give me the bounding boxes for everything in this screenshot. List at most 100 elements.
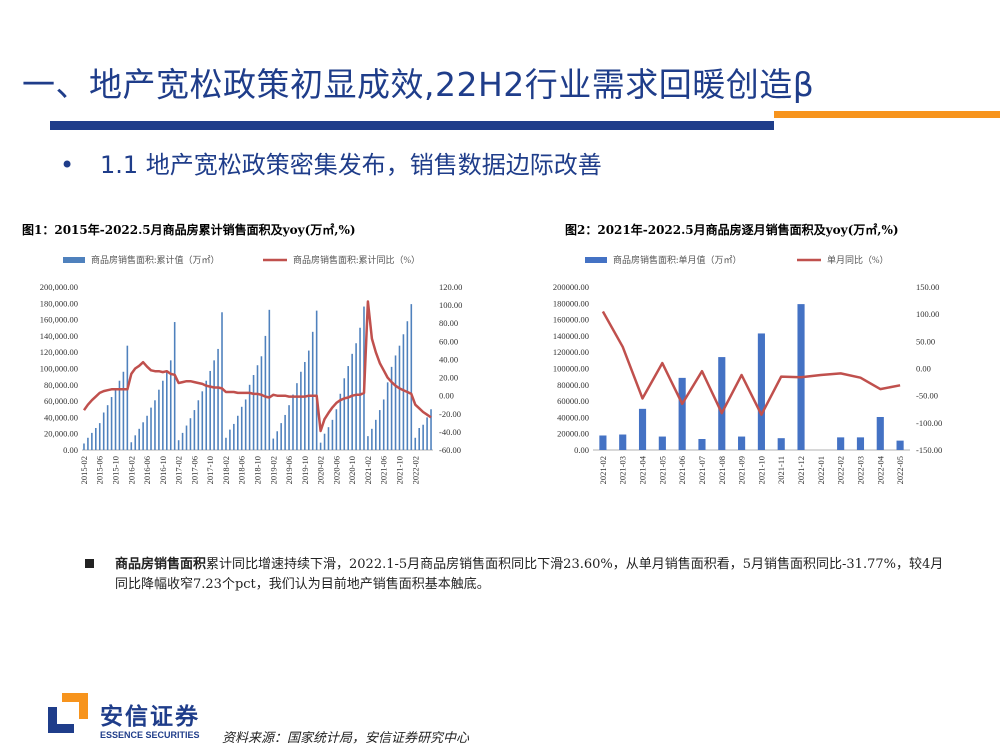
x-axis-tick-label: 2021-11	[776, 456, 786, 484]
x-axis-tick-label: 2021-06	[379, 456, 389, 484]
logo-mark-icon	[48, 693, 88, 733]
x-axis-tick-label: 2020-06	[331, 456, 341, 484]
x-axis-tick-label: 2021-05	[657, 456, 667, 484]
y-axis-tick-label: 80,000.00	[44, 380, 78, 390]
bar	[288, 405, 290, 450]
y-axis-tick-label: 0.00	[574, 445, 589, 455]
x-axis-tick-label: 2021-04	[638, 455, 648, 484]
x-axis-tick-label: 2017-10	[205, 456, 215, 484]
y2-axis-tick-label: 80.00	[439, 318, 458, 328]
x-axis-tick-label: 2016-10	[158, 456, 168, 484]
bar	[738, 436, 746, 450]
bar	[154, 400, 156, 450]
bar	[150, 407, 152, 450]
bar	[189, 418, 192, 450]
yoy-line	[82, 300, 432, 433]
bar	[339, 393, 342, 450]
x-axis-tick-label: 2021-03	[618, 456, 628, 484]
bar	[619, 434, 627, 450]
title-underline-blue	[50, 121, 774, 130]
y2-axis-tick-label: 150.00	[916, 282, 939, 292]
bar	[264, 335, 267, 450]
x-axis-tick-label: 2015-02	[79, 456, 89, 484]
bar	[292, 394, 294, 450]
bar	[166, 370, 168, 450]
bar	[390, 366, 393, 450]
bar	[158, 389, 160, 450]
y-axis-tick-label: 20000.00	[557, 429, 589, 439]
bar	[205, 380, 208, 450]
x-axis-tick-label: 2022-04	[875, 455, 885, 484]
bar	[406, 321, 409, 450]
x-axis-tick-label: 2018-06	[237, 456, 247, 484]
x-axis-tick-label: 2018-02	[221, 456, 231, 484]
company-logo: 安信证券 ESSENCE SECURITIES	[48, 693, 228, 750]
y-axis-tick-label: 180,000.00	[40, 298, 78, 308]
bar	[142, 422, 144, 450]
x-axis-tick-label: 2022-03	[855, 456, 865, 484]
y2-axis-tick-label: 20.00	[439, 373, 458, 383]
y2-axis-tick-label: 0.00	[439, 391, 454, 401]
x-axis-tick-label: 2019-02	[268, 456, 278, 484]
bar	[311, 331, 314, 450]
x-axis-tick-label: 2020-02	[316, 456, 326, 484]
bar	[106, 405, 109, 450]
bar	[718, 357, 726, 450]
x-axis-tick-label: 2018-10	[253, 456, 263, 484]
x-axis-tick-label: 2017-02	[174, 456, 184, 484]
y-axis-tick-label: 0.00	[63, 445, 78, 455]
y2-axis-tick-label: 100.00	[916, 309, 939, 319]
y-axis-tick-label: 120000.00	[553, 347, 589, 357]
y-axis-tick-label: 160000.00	[553, 315, 589, 325]
x-axis-tick-label: 2015-10	[111, 456, 121, 484]
legend-label-bar: 商品房销售面积:单月值（万㎡）	[613, 254, 742, 265]
bar	[236, 415, 239, 450]
bar	[185, 425, 188, 450]
bar	[599, 435, 607, 450]
bar	[110, 397, 113, 450]
bar	[134, 435, 137, 450]
x-axis-tick-label: 2021-07	[697, 456, 707, 484]
bar	[240, 406, 243, 450]
x-axis-tick-label: 2016-06	[142, 456, 152, 484]
bar	[260, 356, 263, 450]
bar	[229, 429, 231, 450]
bar	[359, 327, 361, 450]
x-axis-tick-label: 2022-02	[836, 456, 846, 484]
x-axis-tick-label: 2021-12	[796, 456, 806, 484]
legend-swatch-bar	[585, 257, 607, 263]
x-axis-tick-label: 2021-02	[363, 456, 373, 484]
y-axis-tick-label: 120,000.00	[40, 347, 78, 357]
bar	[146, 415, 148, 450]
x-axis-tick-label: 2021-06	[677, 456, 687, 484]
chart-2-monthly-sales: 商品房销售面积:单月值（万㎡） 单月同比（%） 0.00 20000.00 40000.…	[553, 254, 942, 484]
legend-label-bar: 商品房销售面积:累计值（万㎡）	[91, 254, 220, 265]
bar	[118, 380, 121, 450]
bar	[252, 375, 255, 450]
bar	[300, 371, 302, 450]
y-axis-tick-label: 80000.00	[557, 380, 589, 390]
y-axis-tick-label: 100,000.00	[40, 364, 78, 374]
bar	[777, 438, 785, 450]
bar	[272, 438, 275, 450]
x-axis-tick-label: 2019-10	[300, 456, 310, 484]
bar	[402, 334, 405, 450]
x-axis-tick-label: 2019-06	[284, 456, 294, 484]
y2-axis-tick-label: 40.00	[439, 354, 458, 364]
bar	[162, 380, 164, 450]
x-axis-tick-label: 2020-10	[347, 456, 357, 484]
bar	[209, 370, 211, 450]
figure-2-title: 图2：2021年-2022.5月商品房逐月销售面积及yoy(万㎡,%)	[565, 223, 899, 237]
bar	[426, 417, 428, 450]
bar	[414, 437, 417, 450]
legend-label-line: 单月同比（%）	[827, 254, 889, 265]
bar	[394, 355, 397, 450]
y-axis-tick-label: 140000.00	[553, 331, 589, 341]
bar	[126, 345, 129, 450]
bar	[418, 427, 420, 450]
y2-axis-tick-label: -60.00	[439, 445, 461, 455]
logo-name-en: ESSENCE SECURITIES	[100, 730, 200, 740]
bar	[307, 350, 310, 450]
bar	[343, 378, 346, 450]
bar	[173, 322, 176, 450]
